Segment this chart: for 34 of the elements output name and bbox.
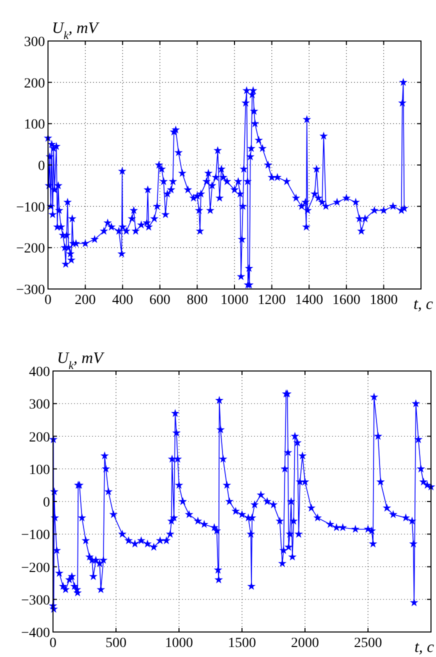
y-tick-label: −300 [16,283,45,298]
x-axis-title: t, c [413,296,433,313]
x-tick-label: 1000 [165,636,193,651]
y-tick-label: 100 [29,462,50,478]
y-tick-label: −100 [16,200,45,216]
x-tick-label: 600 [149,293,170,308]
y-tick-label: 200 [29,430,50,446]
x-tick-label: 1500 [228,636,256,651]
y-axis-title: U$_{k}$, mV [52,20,100,42]
x-tick-label: 2500 [354,636,382,651]
x-tick-label: 400 [112,293,134,308]
x-tick-label: 1800 [370,293,398,308]
x-tick-label: 1600 [332,293,360,308]
y-axis-title: U$_{k}$, mV [57,350,106,372]
y-tick-label: −200 [16,242,45,257]
x-tick-label: 1000 [220,293,248,308]
y-tick-label: 0 [43,496,50,510]
x-axis-title: t, c [414,639,434,656]
x-tick-label: 2000 [291,636,319,651]
y-tick-label: −400 [21,626,50,641]
y-tick-label: −200 [21,560,50,576]
x-tick-label: 800 [186,293,208,308]
y-tick-label: 100 [24,118,45,133]
x-tick-label: 200 [74,293,96,308]
x-tick-label: 500 [106,636,126,651]
y-tick-label: −100 [21,528,50,544]
y-tick-label: 400 [29,365,50,380]
y-tick-label: 200 [24,76,45,92]
y-tick-label: 300 [24,35,45,50]
y-tick-label: −300 [21,593,50,608]
x-tick-label: 1400 [295,293,324,308]
y-tick-label: 0 [38,159,45,174]
x-tick-label: 1200 [258,293,286,308]
y-tick-label: 300 [29,398,50,413]
